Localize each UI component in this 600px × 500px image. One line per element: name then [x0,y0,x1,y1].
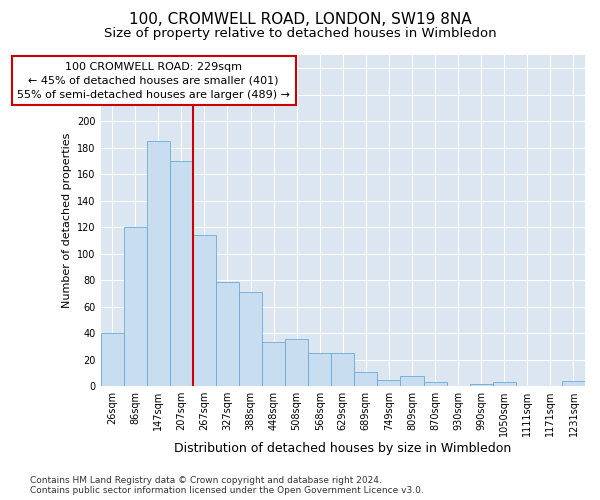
Bar [355,372,377,386]
Bar [124,227,147,386]
Bar [239,292,262,386]
Bar [377,380,400,386]
Text: 100 CROMWELL ROAD: 229sqm
← 45% of detached houses are smaller (401)
55% of semi: 100 CROMWELL ROAD: 229sqm ← 45% of detac… [17,62,290,100]
Bar [562,381,585,386]
Bar [216,282,239,386]
Bar [424,382,446,386]
Bar [285,338,308,386]
Bar [262,342,285,386]
Text: 100, CROMWELL ROAD, LONDON, SW19 8NA: 100, CROMWELL ROAD, LONDON, SW19 8NA [128,12,472,28]
Bar [147,141,170,386]
Text: Contains HM Land Registry data © Crown copyright and database right 2024.
Contai: Contains HM Land Registry data © Crown c… [30,476,424,495]
Y-axis label: Number of detached properties: Number of detached properties [62,133,71,308]
Text: Size of property relative to detached houses in Wimbledon: Size of property relative to detached ho… [104,28,496,40]
Bar [331,353,355,386]
Bar [193,235,216,386]
X-axis label: Distribution of detached houses by size in Wimbledon: Distribution of detached houses by size … [174,442,511,455]
Bar [493,382,516,386]
Bar [470,384,493,386]
Bar [170,161,193,386]
Bar [400,376,424,386]
Bar [101,333,124,386]
Bar [308,353,331,386]
